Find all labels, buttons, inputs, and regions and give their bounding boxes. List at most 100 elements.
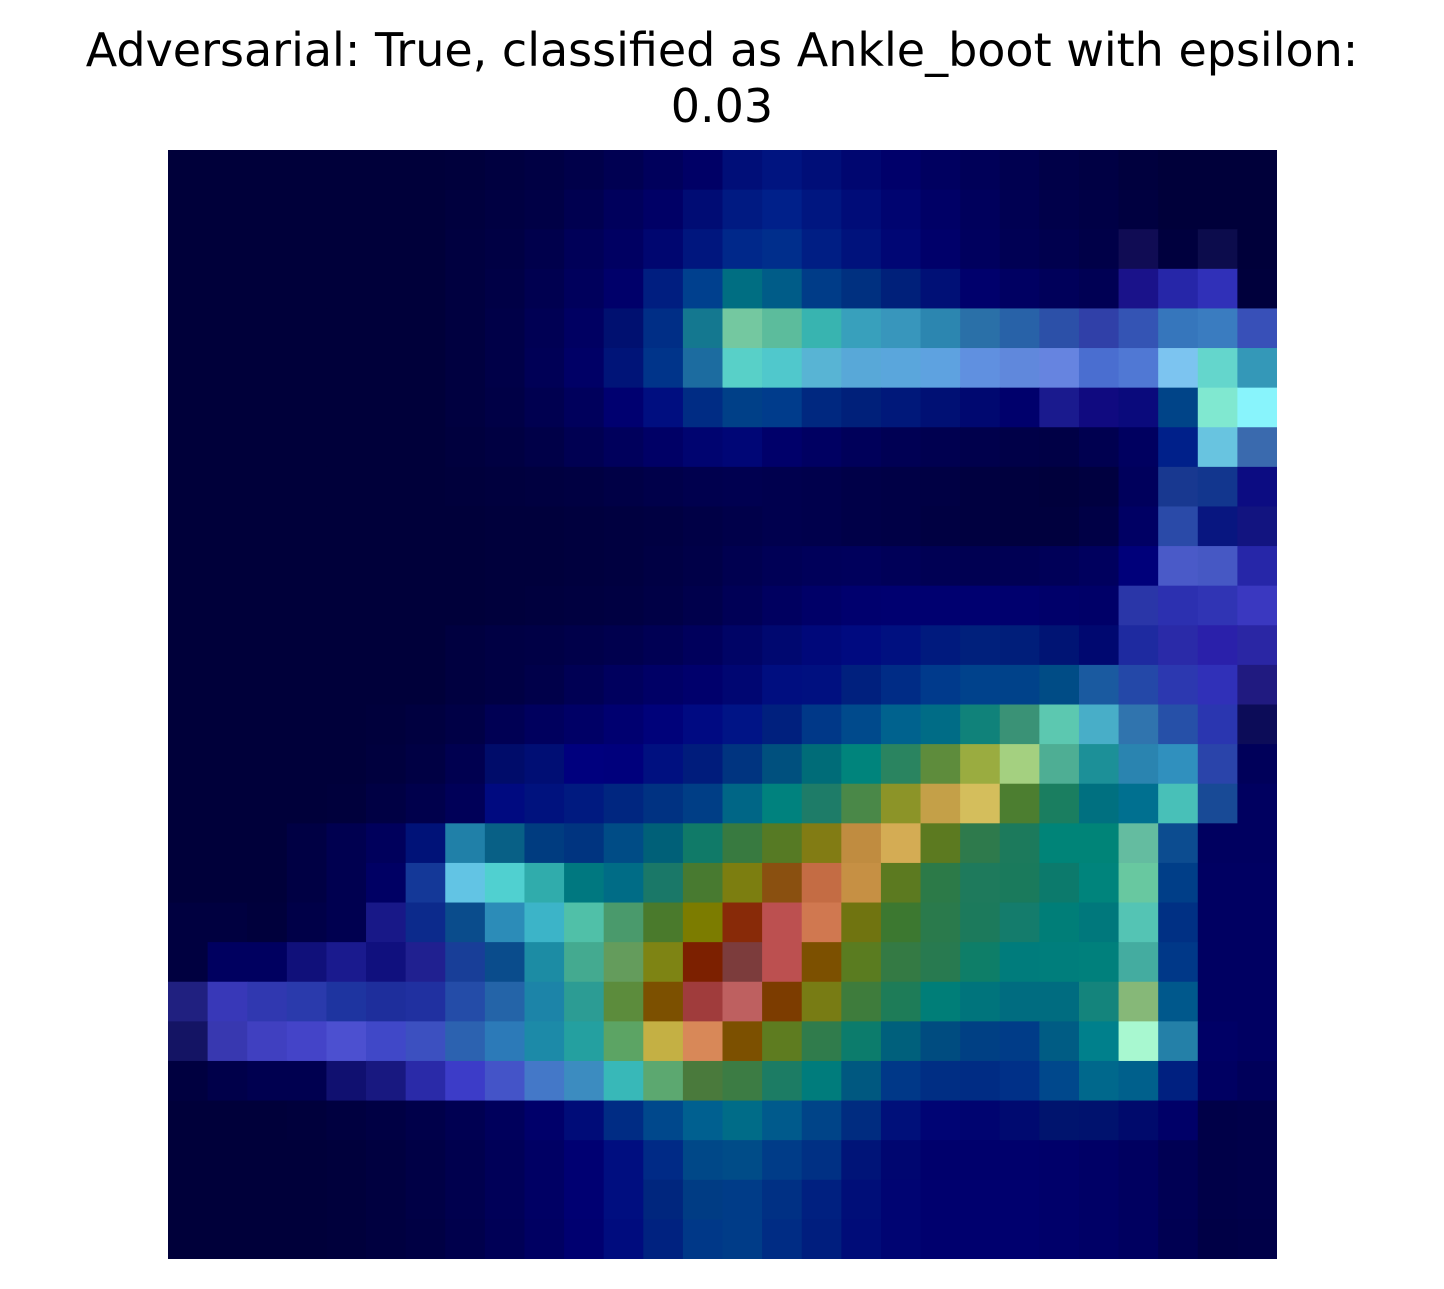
heatmap-cell-r21-c12 [643, 981, 684, 1022]
heatmap-cell-r22-c27 [1237, 1021, 1277, 1062]
heatmap-cell-r2-c13 [682, 229, 724, 270]
heatmap-cell-r8-c21 [999, 466, 1040, 508]
heatmap-cell-r10-c15 [762, 546, 803, 587]
heatmap-cell-r23-c19 [920, 1060, 961, 1102]
heatmap-cell-r25-c24 [1118, 1140, 1159, 1181]
heatmap-cell-r14-c9 [524, 704, 565, 745]
heatmap-cell-r9-c24 [1118, 506, 1159, 547]
heatmap-cell-r4-c25 [1158, 308, 1199, 349]
heatmap-cell-r23-c25 [1158, 1060, 1199, 1102]
heatmap-cell-r1-c15 [762, 189, 803, 230]
heatmap-cell-r18-c20 [960, 862, 1001, 904]
heatmap-cell-r1-c25 [1158, 189, 1199, 230]
heatmap-cell-r8-c3 [286, 466, 328, 508]
heatmap-cell-r20-c15 [762, 942, 803, 983]
heatmap-cell-r21-c27 [1237, 981, 1277, 1022]
heatmap-cell-r7-c7 [445, 427, 486, 468]
heatmap-cell-r17-c27 [1237, 823, 1277, 864]
heatmap-cell-r26-c21 [999, 1179, 1040, 1220]
heatmap-cell-r7-c19 [920, 427, 961, 468]
heatmap-cell-r16-c0 [168, 783, 209, 824]
heatmap-cell-r27-c10 [564, 1219, 605, 1259]
heatmap-cell-r5-c3 [286, 348, 328, 389]
heatmap-cell-r14-c10 [564, 704, 605, 745]
heatmap-cell-r1-c18 [880, 189, 922, 230]
heatmap-cell-r27-c20 [960, 1219, 1001, 1259]
heatmap-cell-r8-c22 [1039, 466, 1080, 508]
heatmap-cell-r25-c7 [445, 1140, 486, 1181]
heatmap-cell-r17-c1 [207, 823, 248, 864]
heatmap-cell-r2-c4 [326, 229, 367, 270]
heatmap-cell-r1-c4 [326, 189, 367, 230]
heatmap-cell-r24-c7 [445, 1100, 486, 1141]
heatmap-cell-r14-c3 [286, 704, 328, 745]
heatmap-cell-r14-c21 [999, 704, 1040, 745]
heatmap-cell-r23-c27 [1237, 1060, 1277, 1102]
heatmap-cell-r7-c5 [366, 427, 407, 468]
heatmap-cell-r9-c2 [247, 506, 288, 547]
heatmap-cell-r14-c7 [445, 704, 486, 745]
heatmap-cell-r3-c27 [1237, 268, 1277, 310]
heatmap-cell-r5-c11 [603, 348, 644, 389]
heatmap-cell-r14-c20 [960, 704, 1001, 745]
heatmap-cell-r8-c18 [880, 466, 922, 508]
heatmap-cell-r23-c2 [247, 1060, 288, 1102]
heatmap-cell-r12-c5 [366, 625, 407, 666]
heatmap-cell-r13-c21 [999, 664, 1040, 706]
heatmap-cell-r19-c9 [524, 902, 565, 943]
heatmap-cell-r12-c21 [999, 625, 1040, 666]
heatmap-cell-r6-c10 [564, 387, 605, 428]
heatmap-cell-r2-c6 [405, 229, 446, 270]
heatmap-cell-r12-c8 [484, 625, 526, 666]
heatmap-cell-r25-c19 [920, 1140, 961, 1181]
heatmap-cell-r7-c18 [880, 427, 922, 468]
heatmap-cell-r27-c19 [920, 1219, 961, 1259]
heatmap-cell-r0-c25 [1158, 150, 1199, 191]
heatmap-cell-r19-c0 [168, 902, 209, 943]
heatmap-cell-r18-c22 [1039, 862, 1080, 904]
heatmap-cell-r2-c24 [1118, 229, 1159, 270]
heatmap-cell-r11-c15 [762, 585, 803, 626]
heatmap-cell-r18-c10 [564, 862, 605, 904]
heatmap-cell-r24-c18 [880, 1100, 922, 1141]
heatmap-cell-r10-c7 [445, 546, 486, 587]
heatmap-cell-r11-c1 [207, 585, 248, 626]
heatmap-cell-r9-c4 [326, 506, 367, 547]
heatmap-cell-r17-c15 [762, 823, 803, 864]
heatmap-cell-r27-c0 [168, 1219, 209, 1259]
heatmap-cell-r6-c2 [247, 387, 288, 428]
heatmap-cell-r6-c23 [1078, 387, 1120, 428]
heatmap-cell-r7-c2 [247, 427, 288, 468]
heatmap-cell-r1-c26 [1197, 189, 1238, 230]
heatmap-cell-r20-c13 [682, 942, 724, 983]
heatmap-cell-r3-c25 [1158, 268, 1199, 310]
heatmap-cell-r5-c0 [168, 348, 209, 389]
heatmap-cell-r27-c4 [326, 1219, 367, 1259]
heatmap-cell-r16-c6 [405, 783, 446, 824]
heatmap-cell-r20-c1 [207, 942, 248, 983]
heatmap-cell-r10-c14 [722, 546, 763, 587]
heatmap-cell-r3-c5 [366, 268, 407, 310]
heatmap-cell-r25-c1 [207, 1140, 248, 1181]
heatmap-cell-r8-c11 [603, 466, 644, 508]
heatmap-plot [168, 150, 1277, 1259]
heatmap-cell-r22-c14 [722, 1021, 763, 1062]
heatmap-cell-r13-c24 [1118, 664, 1159, 706]
heatmap-cell-r20-c9 [524, 942, 565, 983]
heatmap-cell-r1-c6 [405, 189, 446, 230]
heatmap-cell-r22-c10 [564, 1021, 605, 1062]
heatmap-cell-r21-c2 [247, 981, 288, 1022]
heatmap-cell-r26-c25 [1158, 1179, 1199, 1220]
heatmap-cell-r17-c24 [1118, 823, 1159, 864]
heatmap-cell-r5-c5 [366, 348, 407, 389]
heatmap-cell-r9-c9 [524, 506, 565, 547]
heatmap-cell-r11-c16 [801, 585, 842, 626]
heatmap-cell-r27-c2 [247, 1219, 288, 1259]
heatmap-cell-r25-c3 [286, 1140, 328, 1181]
heatmap-cell-r18-c25 [1158, 862, 1199, 904]
heatmap-cell-r17-c21 [999, 823, 1040, 864]
heatmap-cell-r17-c16 [801, 823, 842, 864]
heatmap-cell-r0-c7 [445, 150, 486, 191]
heatmap-cell-r0-c26 [1197, 150, 1238, 191]
heatmap-cell-r22-c18 [880, 1021, 922, 1062]
